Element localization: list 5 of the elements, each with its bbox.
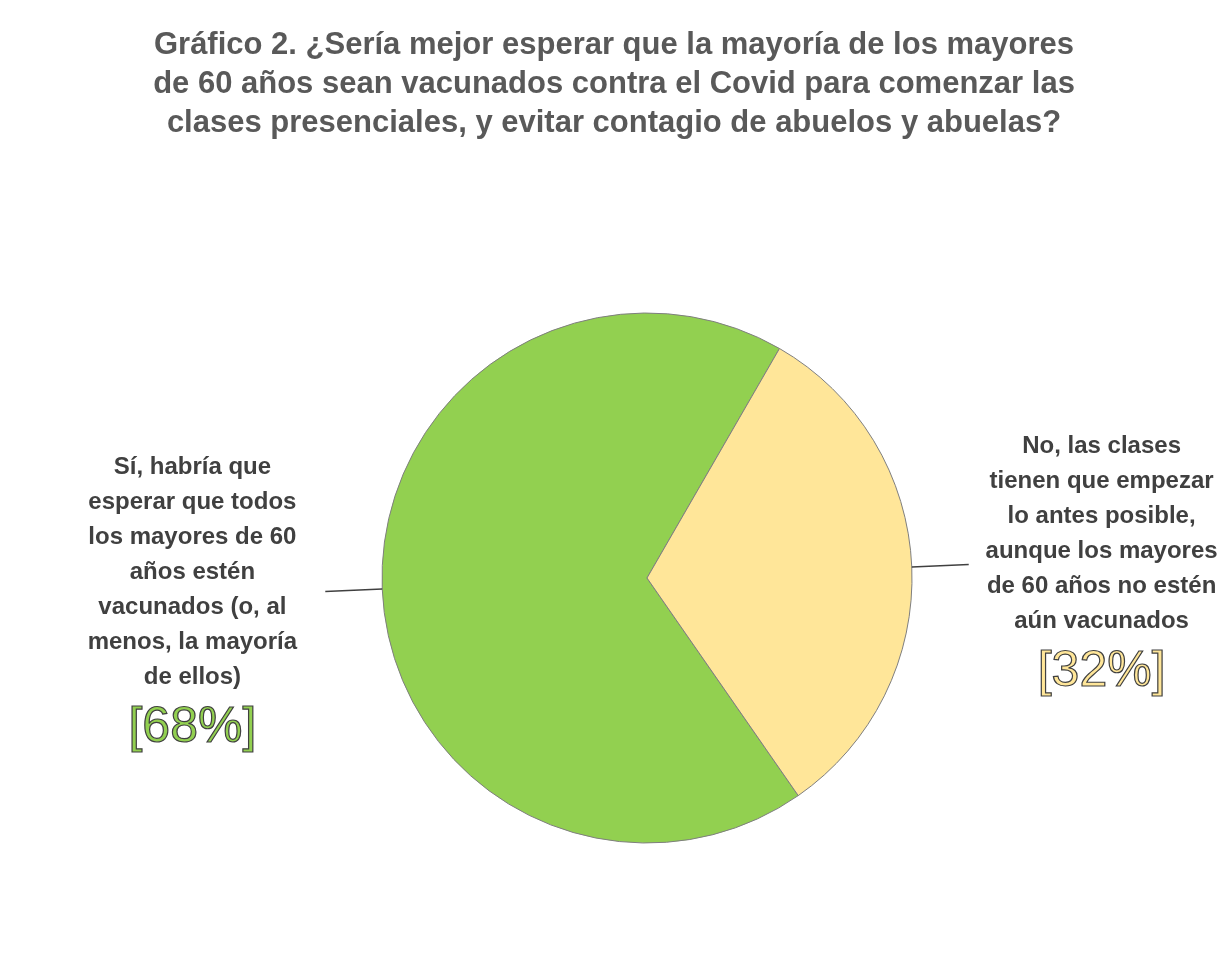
slice-label: Sí, habría que esperar que todos los mayores de 60 años estén vacunados (o, al menos, la mayoría de ellos)	[87, 452, 298, 690]
data-label: [32%]	[1037, 641, 1166, 698]
data-label: [68%]	[128, 697, 257, 754]
chart-title: Gráfico 2. ¿Sería mejor esperar que la mayoría de los mayores de 60 años sean vacunados contra el Covid para comenzar las clases presenciales, y evitar contagio de abuelos y abuelas?	[153, 26, 1075, 139]
slice-label: No, las clases tienen que empezar lo antes posible, aunque los mayores de 60 años no estén aún vacunados	[985, 431, 1218, 634]
